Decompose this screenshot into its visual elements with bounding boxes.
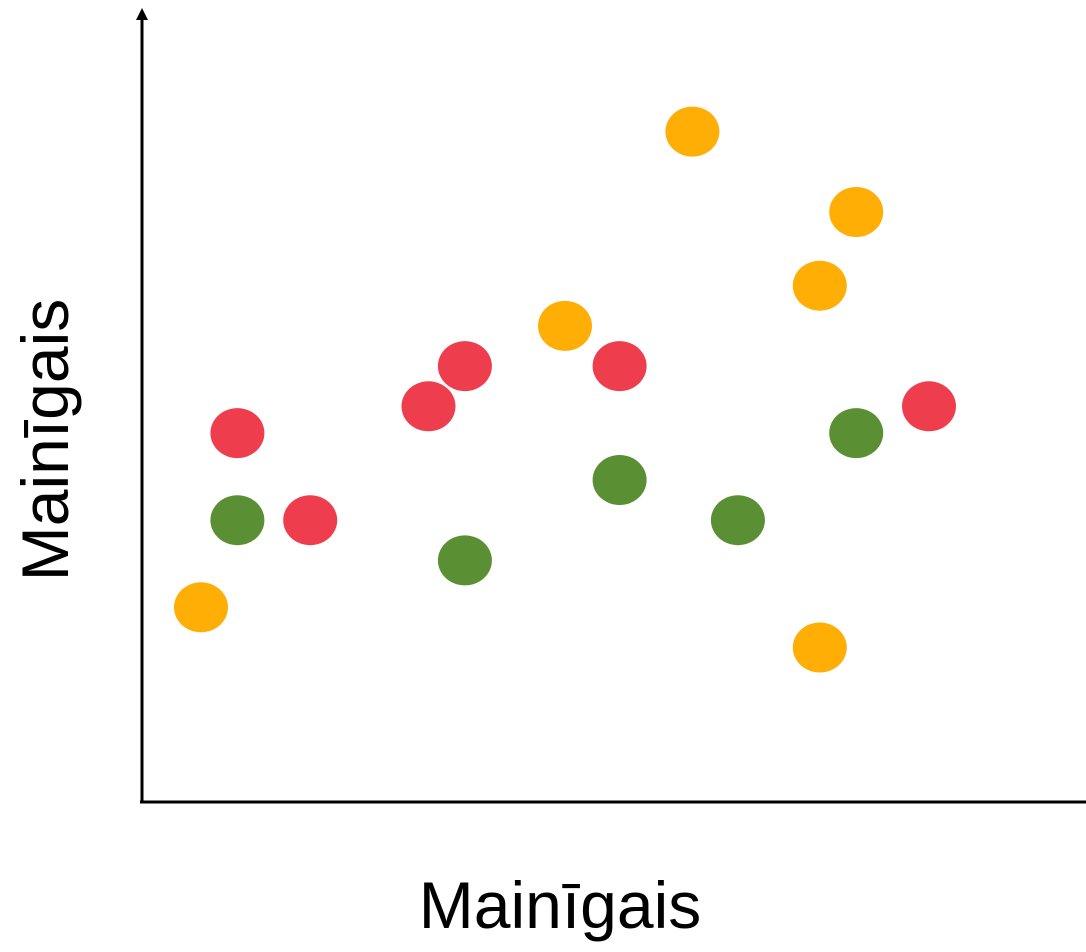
data-point-s1-2 (283, 495, 338, 546)
data-point-s3-5 (829, 187, 884, 237)
y-axis-title: Mainīgais (8, 299, 82, 581)
x-axis-title: Mainīgais (419, 868, 701, 942)
data-point-s2-3 (592, 455, 647, 505)
data-point-s2-4 (710, 495, 765, 546)
data-points (174, 106, 956, 673)
data-point-s1-4 (437, 341, 492, 392)
data-point-s3-6 (792, 622, 847, 673)
data-point-s3-1 (174, 582, 228, 633)
data-point-s1-3 (401, 381, 456, 432)
y-axis-arrow (136, 8, 148, 20)
data-point-s1-1 (210, 408, 265, 459)
data-point-s1-5 (592, 341, 647, 392)
data-point-s2-2 (437, 535, 492, 586)
data-point-s2-5 (829, 408, 884, 459)
data-point-s1-6 (902, 381, 956, 432)
data-point-s3-3 (665, 106, 720, 157)
data-point-s3-2 (538, 300, 592, 351)
data-point-s3-4 (792, 260, 847, 311)
data-point-s2-1 (210, 495, 265, 546)
